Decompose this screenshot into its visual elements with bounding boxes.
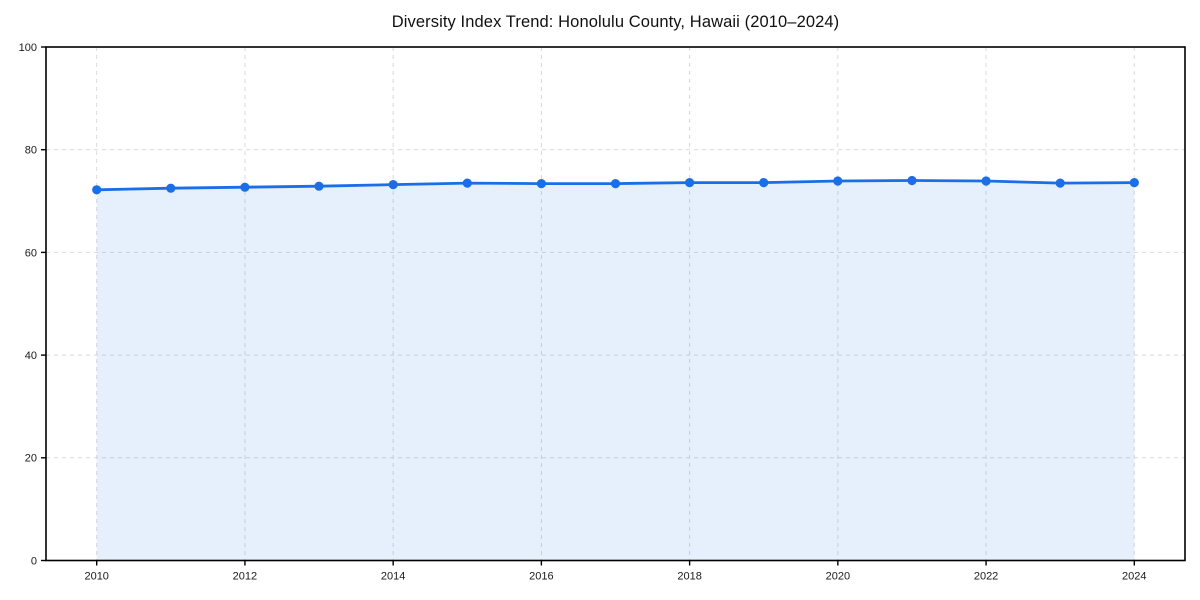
- data-point-marker-2020: [833, 176, 843, 186]
- x-tick-label: 2010: [84, 571, 108, 583]
- x-tick-label: 2024: [1122, 571, 1146, 583]
- x-tick-label: 2022: [974, 571, 998, 583]
- data-point-marker-2022: [981, 176, 991, 186]
- x-tick-label: 2018: [677, 571, 701, 583]
- data-point-marker-2019: [759, 178, 769, 188]
- x-tick-label: 2016: [529, 571, 553, 583]
- data-point-marker-2010: [92, 185, 102, 195]
- y-tick-label: 40: [25, 350, 37, 362]
- y-tick-label: 80: [25, 145, 37, 157]
- x-tick-label: 2020: [826, 571, 850, 583]
- data-point-marker-2015: [462, 178, 472, 188]
- data-point-marker-2013: [314, 181, 324, 191]
- area-fill: [96, 180, 1135, 561]
- data-point-marker-2011: [166, 183, 176, 193]
- data-point-marker-2024: [1129, 178, 1139, 188]
- data-point-marker-2023: [1055, 178, 1065, 188]
- data-point-marker-2016: [536, 179, 547, 189]
- x-tick-label: 2014: [381, 571, 405, 583]
- x-tick-label: 2012: [233, 571, 257, 583]
- chart-title: Diversity Index Trend: Honolulu County, …: [391, 13, 840, 31]
- y-tick-label: 60: [25, 247, 37, 259]
- data-point-marker-2021: [907, 175, 917, 186]
- data-point-marker-2012: [240, 182, 250, 192]
- y-tick-label: 20: [25, 453, 37, 465]
- y-tick-label: 0: [31, 555, 37, 567]
- data-point-marker-2018: [685, 178, 695, 188]
- data-point-marker-2014: [388, 180, 398, 190]
- y-tick-label: 100: [19, 42, 37, 54]
- plot-border: [45, 46, 1186, 562]
- data-point-marker-2017: [610, 179, 621, 189]
